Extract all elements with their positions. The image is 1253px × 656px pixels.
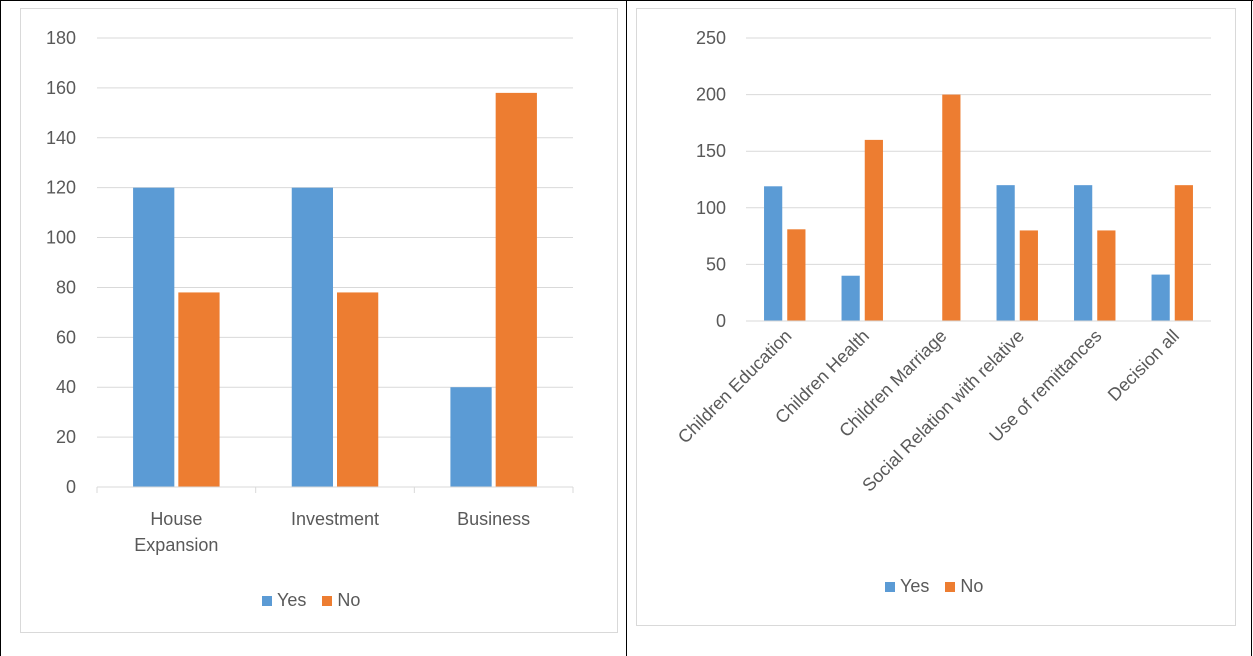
y-tick-label: 50 (706, 254, 726, 274)
legend-swatch-yes (262, 595, 272, 606)
table-border-middle (626, 0, 627, 656)
bar-no (178, 292, 220, 487)
legend-right: Yes No (885, 576, 983, 597)
table-border-left (0, 0, 1, 656)
x-category-label: Investment (291, 509, 379, 529)
x-category-label: House Expansion (134, 509, 218, 555)
legend-label-no: No (337, 590, 361, 610)
legend-left: Yes No (262, 590, 360, 611)
legend-swatch-no (322, 595, 333, 606)
y-tick-label: 100 (46, 228, 76, 248)
legend-item-no: No (322, 590, 360, 611)
bar-yes (1151, 274, 1170, 321)
legend-item-yes: Yes (262, 590, 306, 611)
y-tick-label: 40 (56, 377, 76, 397)
x-category-label: Business (457, 509, 530, 529)
y-tick-label: 150 (696, 141, 726, 161)
y-tick-label: 20 (56, 427, 76, 447)
bar-no (337, 292, 379, 487)
chart-frame-right (636, 8, 1236, 626)
y-tick-label: 0 (66, 477, 76, 497)
bar-no (864, 139, 883, 321)
table-border-right (1251, 0, 1252, 656)
bar-yes (996, 185, 1015, 321)
x-category-label: Decision all (1104, 326, 1183, 405)
y-tick-label: 140 (46, 128, 76, 148)
y-tick-label: 250 (696, 28, 726, 48)
legend-label-no: No (960, 576, 984, 596)
y-tick-label: 200 (696, 85, 726, 105)
bar-yes (133, 187, 175, 487)
y-tick-label: 120 (46, 178, 76, 198)
legend-item-yes: Yes (885, 576, 929, 597)
legend-swatch-no (945, 581, 956, 592)
y-tick-label: 180 (46, 28, 76, 48)
chart-investment-decisions: 0 20 40 60 80 100 120 140 160 180 House Expansion In… (46, 28, 574, 555)
bar-yes (764, 186, 783, 321)
y-tick-label: 60 (56, 327, 76, 347)
legend-swatch-yes (885, 581, 895, 592)
bar-yes (841, 275, 860, 321)
bar-no (1097, 230, 1116, 321)
bar-yes (291, 187, 333, 487)
bar-no (495, 92, 537, 487)
bar-no (942, 94, 961, 321)
bar-yes (1074, 185, 1093, 321)
bar-no (1019, 230, 1038, 321)
bar-no (787, 229, 806, 321)
legend-label-yes: Yes (277, 590, 307, 610)
bar-no (1174, 185, 1193, 321)
y-tick-label: 0 (716, 311, 726, 331)
y-tick-label: 100 (696, 198, 726, 218)
y-tick-label: 80 (56, 277, 76, 297)
legend-item-no: No (945, 576, 983, 597)
x-category-label: Children Education (674, 326, 796, 448)
bar-yes (450, 387, 492, 487)
legend-label-yes: Yes (900, 576, 930, 596)
x-category-label: Social Relation with relative (858, 326, 1028, 496)
y-tick-label: 160 (46, 78, 76, 98)
